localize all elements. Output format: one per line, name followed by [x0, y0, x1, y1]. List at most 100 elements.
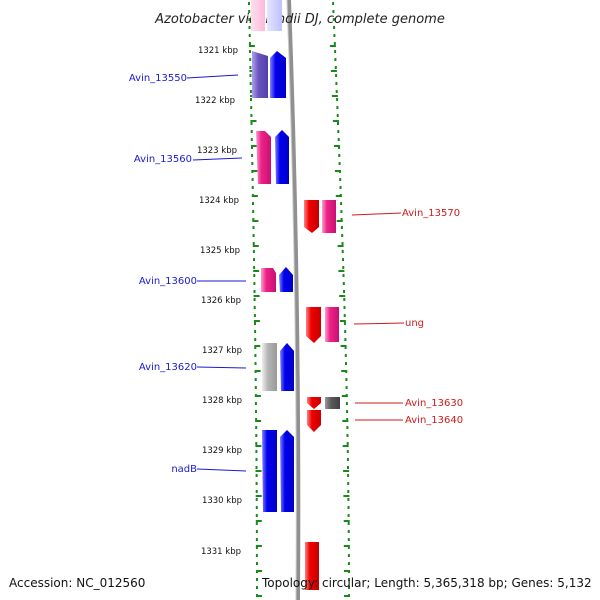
track-guide-dot — [339, 186, 342, 189]
gene-feature-nadb-a[interactable] — [262, 430, 277, 512]
track-guide-dot — [343, 306, 346, 309]
track-guide-dot — [256, 586, 258, 589]
track-guide-dot — [343, 290, 345, 293]
gene-label-left[interactable]: Avin_13560 — [134, 154, 192, 165]
track-guide-dot — [335, 90, 338, 93]
gene-feature-avin-13550-a[interactable] — [252, 51, 268, 98]
gene-feature-avin-13620-a[interactable] — [262, 343, 277, 391]
track-guide-dot — [256, 562, 258, 565]
track-guide-dot — [255, 418, 258, 421]
gene-feature-avin-13630-a[interactable] — [307, 397, 321, 409]
track-guide-dot — [255, 498, 258, 501]
ruler-tick — [255, 495, 262, 497]
track-guide-dot — [255, 530, 258, 533]
gene-feature-ung-a[interactable] — [306, 307, 321, 343]
track-guide-dot — [346, 442, 349, 445]
ruler-tick — [340, 345, 347, 347]
track-guide-dot — [334, 58, 337, 61]
gene-feature[interactable] — [267, 0, 282, 31]
gene-label-left[interactable]: Avin_13550 — [129, 73, 187, 84]
right-strand-features — [304, 200, 340, 590]
ruler-tick — [251, 170, 258, 172]
gene-feature[interactable] — [305, 542, 319, 590]
track-guide-dot — [250, 106, 253, 109]
track-guide-dot — [342, 266, 345, 269]
track-guide-dot — [252, 210, 255, 213]
gene-label-right[interactable]: Avin_13640 — [405, 415, 463, 426]
track-guide-dot — [249, 90, 252, 93]
track-guide-dot — [346, 450, 349, 453]
track-guide-dot — [348, 578, 350, 581]
gene-feature-avin-13600-a[interactable] — [261, 268, 276, 292]
ruler-label: 1329 kbp — [202, 446, 242, 456]
track-guide-dot — [336, 114, 339, 117]
track-guide-dot — [342, 274, 345, 277]
gene-feature-avin-13550-b[interactable] — [270, 51, 286, 98]
track-guide-dot — [255, 514, 258, 517]
gene-feature-avin-13570-a[interactable] — [304, 200, 319, 233]
track-guide-dot — [335, 82, 338, 85]
ruler-tick — [335, 195, 342, 197]
track-guide-dot — [253, 282, 256, 285]
track-guide-dot — [347, 522, 350, 525]
gene-feature-avin-13600-b[interactable] — [279, 267, 293, 292]
gene-feature-nadb-b[interactable] — [280, 430, 294, 512]
track-guide-dot — [340, 210, 343, 213]
track-guide-dot — [346, 426, 349, 429]
ruler-tick — [342, 445, 349, 447]
gene-feature-ung-b[interactable] — [325, 307, 339, 342]
gene-label-left[interactable]: Avin_13600 — [139, 276, 197, 287]
track-guide-dot — [344, 338, 347, 341]
track-guide-dot — [333, 26, 336, 29]
track-guide-dot — [248, 2, 250, 5]
ruler-tick — [343, 470, 350, 472]
track-guide-dot — [250, 130, 253, 133]
ruler-tick — [255, 470, 262, 472]
gene-feature[interactable] — [251, 0, 265, 31]
track-guide-dot — [346, 458, 349, 461]
gene-feature-avin-13620-b[interactable] — [280, 343, 294, 391]
track-guide-dot — [343, 314, 346, 317]
track-guide-dot — [250, 114, 253, 117]
track-guide-dot — [347, 554, 350, 557]
map-title: Azotobacter vinelandii DJ, complete geno… — [154, 12, 445, 27]
genome-backbone-arc — [287, 0, 301, 600]
track-guides — [248, 2, 350, 597]
gene-label-right[interactable]: Avin_13570 — [402, 208, 460, 219]
track-guide-dot — [251, 146, 253, 149]
track-guide-dot — [255, 554, 258, 557]
track-guide-dot — [347, 490, 350, 493]
gene-label-right[interactable]: Avin_13630 — [405, 398, 463, 409]
track-guide-dot — [346, 418, 349, 421]
track-guide-dot — [342, 282, 345, 285]
track-guide-dot — [255, 522, 258, 525]
gene-feature-avin-13560-b[interactable] — [275, 130, 289, 184]
gene-label-left[interactable]: Avin_13620 — [139, 362, 197, 373]
ruler-tick — [253, 295, 260, 297]
ruler-tick — [344, 595, 350, 597]
track-guide-dot — [347, 506, 350, 509]
gene-feature-avin-13560-a[interactable] — [256, 131, 271, 184]
gene-feature-avin-13570-b[interactable] — [322, 200, 336, 233]
gene-feature-avin-13630-b[interactable] — [325, 397, 340, 409]
gene-label-right[interactable]: ung — [405, 318, 424, 329]
ruler-tick — [248, 45, 255, 47]
track-guide-dot — [254, 330, 257, 333]
track-guide-dot — [334, 66, 337, 69]
gene-label-left[interactable]: nadB — [171, 464, 197, 475]
track-guide-dot — [332, 10, 335, 13]
label-connector — [351, 212, 402, 216]
gene-feature-avin-13640[interactable] — [307, 410, 321, 432]
ruler-tick — [253, 320, 260, 322]
track-guide-dot — [255, 426, 258, 429]
track-guide-dot — [337, 138, 340, 141]
ruler-tick — [338, 270, 345, 272]
ruler-tick — [336, 220, 343, 222]
track-guide-dot — [336, 106, 339, 109]
track-guide-dot — [253, 306, 256, 309]
ruler-label: 1322 kbp — [195, 96, 235, 106]
track-guide-dot — [347, 466, 349, 469]
track-guide-dot — [345, 402, 348, 405]
track-guide-dot — [344, 354, 347, 357]
track-guide-dot — [254, 338, 257, 341]
